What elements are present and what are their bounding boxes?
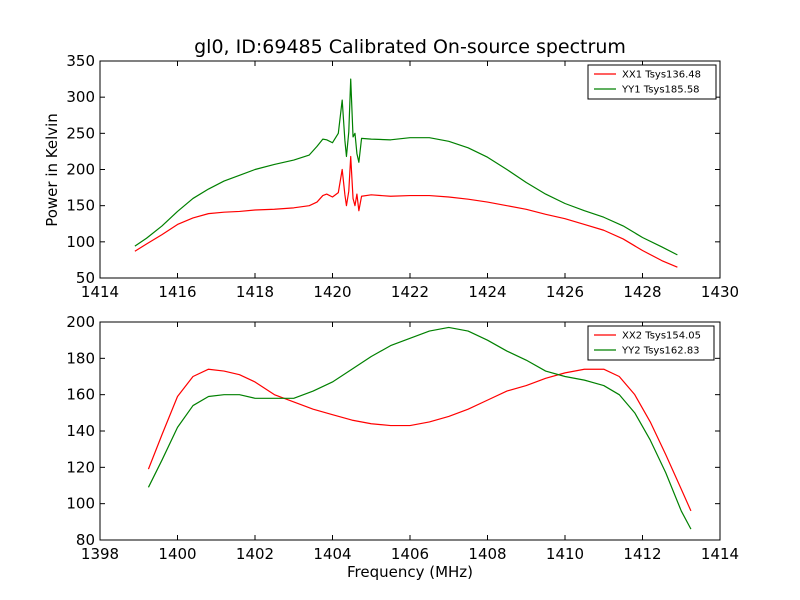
x-tick-label: 1418	[236, 283, 274, 301]
legend-box	[587, 325, 715, 361]
y-tick-label: 120	[66, 458, 95, 476]
y-tick-label: 140	[66, 422, 95, 440]
y-tick-label: 150	[66, 197, 95, 215]
x-tick-label: 1420	[313, 283, 351, 301]
y-tick-label: 200	[66, 161, 95, 179]
x-tick-label: 1428	[623, 283, 661, 301]
x-tick-label: 1398	[81, 545, 119, 563]
legend-label: YY2 Tsys162.83	[621, 346, 700, 357]
y-tick-label: 100	[66, 233, 95, 251]
series-line-xx2	[147, 368, 692, 512]
x-tick-label: 1412	[623, 545, 661, 563]
y-tick-label: 180	[66, 349, 95, 367]
series-line-xx1	[134, 155, 678, 268]
chart-title: gl0, ID:69485 Calibrated On-source spect…	[194, 36, 626, 58]
x-tick-label: 1408	[468, 545, 506, 563]
bottom-panel: 1398 1400 1402 1404 1406 1408 1410 1412 1414 80 10…	[66, 313, 739, 563]
x-tick-label: 1402	[236, 545, 274, 563]
x-tick-label: 1400	[158, 545, 196, 563]
x-tick-label: 1422	[391, 283, 429, 301]
legend-label: XX1 Tsys136.48	[622, 70, 701, 81]
y-tick-label: 300	[66, 88, 95, 106]
x-tick-label: 1426	[546, 283, 584, 301]
x-tick-label: 1414	[81, 283, 119, 301]
legend: XX2 Tsys154.05 YY2 Tsys162.83	[587, 325, 715, 361]
legend-box	[587, 64, 717, 100]
y-tick-label: 80	[76, 531, 95, 549]
y-tick-label: 350	[66, 52, 95, 70]
x-tick-label: 1410	[546, 545, 584, 563]
x-tick-label: 1416	[158, 283, 196, 301]
legend: XX1 Tsys136.48 YY1 Tsys185.58	[587, 64, 717, 100]
y-tick-label: 200	[66, 313, 95, 331]
series-line-yy1	[134, 78, 678, 256]
legend-label: XX2 Tsys154.05	[622, 331, 701, 342]
y-tick-label: 100	[66, 495, 95, 513]
legend-label: YY1 Tsys185.58	[621, 85, 700, 96]
y-tick-label: 250	[66, 124, 95, 142]
x-axis-label: Frequency (MHz)	[347, 563, 473, 581]
top-panel: 1414 1416 1418 1420 1422 1424 1426 1428 1430 50 10…	[66, 52, 739, 301]
x-tick-label: 1404	[313, 545, 351, 563]
x-tick-label: 1414	[701, 545, 739, 563]
y-axis-label: Power in Kelvin	[43, 113, 61, 227]
x-tick-label: 1430	[701, 283, 739, 301]
y-tick-label: 50	[76, 269, 95, 287]
y-tick-label: 160	[66, 386, 95, 404]
series-line-yy2	[147, 326, 692, 530]
x-tick-label: 1424	[468, 283, 506, 301]
x-tick-label: 1406	[391, 545, 429, 563]
